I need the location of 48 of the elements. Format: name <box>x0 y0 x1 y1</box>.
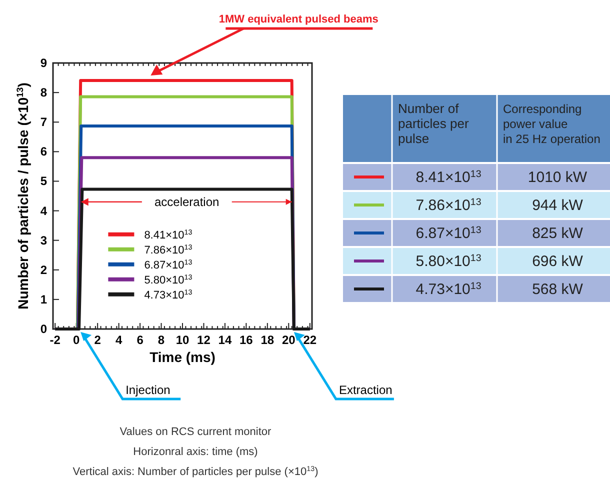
text: 825 kW <box>532 225 583 242</box>
legend-label: 6.87×10$^{13}$ <box>144 258 192 272</box>
category-label: 5.80×10$^{13}$ <box>416 252 482 270</box>
x-tick-label: 14 <box>218 333 232 347</box>
x-tick-label: -2 <box>50 333 61 347</box>
text: 568 kW <box>532 281 583 298</box>
category-label: 6.87×10$^{13}$ <box>416 224 482 242</box>
legend-label: 8.41×10$^{13}$ <box>144 228 192 242</box>
y-tick-label: 2 <box>40 262 48 277</box>
x-tick-label: 12 <box>197 333 211 347</box>
y-tick-label: 1 <box>40 292 48 306</box>
x-tick-label: 6 <box>136 333 144 347</box>
x-tick-label: 4 <box>115 333 122 347</box>
annotation: Extraction <box>338 383 392 397</box>
legend-label: 7.86×10$^{13}$ <box>144 243 192 256</box>
category-label: 8.41×10$^{13}$ <box>416 168 482 186</box>
x-tick-label: 10 <box>176 333 190 347</box>
legend-label: 5.80×10$^{13}$ <box>144 273 192 286</box>
x-tick-label: 20 <box>282 333 296 347</box>
annotation: Injection <box>126 383 170 397</box>
text: 1010 kW <box>528 169 588 186</box>
x-tick-label: 2 <box>94 333 102 347</box>
chart-title: 1MW equivalent pulsed beams <box>218 13 378 26</box>
x-tick-label: 18 <box>260 333 274 347</box>
text: Horizonral axis: time (ms) <box>133 446 258 458</box>
y-tick-label: 6 <box>40 144 48 159</box>
legend-label: 4.73×10$^{13}$ <box>144 288 192 302</box>
y-tick-label: 8 <box>40 86 48 100</box>
x-tick-label: 8 <box>158 333 165 347</box>
x-tick-label: 22 <box>303 333 317 347</box>
category-label: 7.86×10$^{13}$ <box>416 196 482 214</box>
y-tick-label: 5 <box>40 174 48 188</box>
y-tick-label: 7 <box>40 115 48 130</box>
x-axis-title: Time (ms) <box>150 349 216 365</box>
text: 696 kW <box>532 253 583 270</box>
y-tick-label: 3 <box>40 233 48 248</box>
y-tick-label: 4 <box>40 204 48 218</box>
y-tick-label: 9 <box>40 56 48 70</box>
category-label: 4.73×10$^{13}$ <box>416 280 482 298</box>
text: Values on RCS current monitor <box>120 426 272 438</box>
x-tick-label: 0 <box>73 333 80 347</box>
text: Vertical axis: Number of particles per pulse (×10$^{13}$) <box>72 465 318 478</box>
y-tick-label: 0 <box>40 322 48 336</box>
x-tick-label: 16 <box>240 333 254 347</box>
text: 944 kW <box>532 197 583 214</box>
text: Number of particles per pulse <box>398 101 470 146</box>
annotation: acceleration <box>154 194 220 209</box>
text: Corresponding power value in 25 Hz operation <box>503 102 600 146</box>
